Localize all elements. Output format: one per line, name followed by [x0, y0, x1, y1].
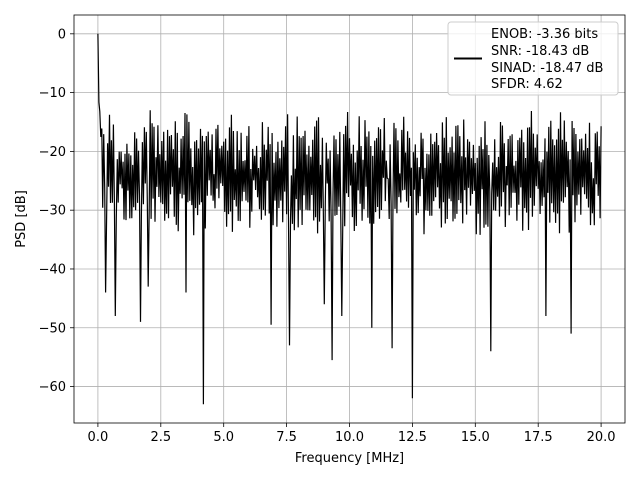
x-tick-label: 2.5	[150, 430, 171, 445]
y-axis-label: PSD [dB]	[14, 190, 29, 248]
x-tick-label: 7.5	[276, 430, 297, 445]
y-tick-label: −40	[39, 262, 66, 277]
y-tick-label: −60	[39, 380, 66, 395]
y-tick-label: −50	[39, 321, 66, 336]
plot-frame	[73, 14, 626, 424]
y-tick-label: 0	[58, 27, 66, 42]
x-tick-label: 20.0	[587, 430, 616, 445]
x-tick-label: 0.0	[88, 430, 109, 445]
legend-text-sinad: SINAD: -18.47 dB	[491, 61, 603, 76]
x-tick-label: 17.5	[524, 430, 553, 445]
y-tick-label: −20	[39, 145, 66, 160]
x-tick-label: 5.0	[213, 430, 234, 445]
legend-text-snr: SNR: -18.43 dB	[491, 44, 589, 59]
legend-text-enob: ENOB: -3.36 bits	[491, 27, 598, 42]
psd-series-line	[97, 33, 602, 405]
legend-box	[447, 21, 619, 96]
x-tick-label: 12.5	[398, 430, 427, 445]
y-tick-label: −10	[39, 86, 66, 101]
plot-area	[97, 33, 602, 405]
legend: ENOB: -3.36 bits SNR: -18.43 dB SINAD: -…	[447, 21, 619, 96]
axis-ticks: 0.0 2.5 5.0 7.5 10.0 12.5 15.0 17.5 20.0 0 −10 −20 −…	[39, 27, 616, 445]
x-tick-label: 15.0	[461, 430, 490, 445]
x-tick-label: 10.0	[335, 430, 364, 445]
x-axis-label: Frequency [MHz]	[295, 451, 404, 466]
y-tick-label: −30	[39, 204, 66, 219]
legend-text-sfdr: SFDR: 4.62	[491, 77, 563, 92]
